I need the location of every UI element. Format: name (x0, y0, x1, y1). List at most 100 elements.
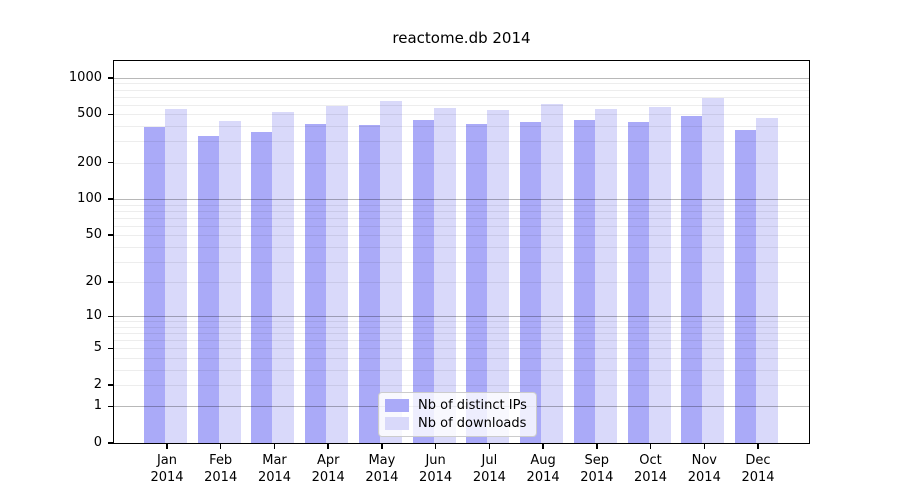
y-tick-label-5: 5 (93, 340, 102, 356)
bar-downloads-sep (594, 108, 617, 443)
bar-distinct-ips-mar (251, 131, 273, 443)
y-tick-label-10: 10 (85, 308, 102, 324)
bar-downloads-feb (218, 121, 241, 443)
y-tick-label-500: 500 (77, 106, 102, 122)
y-tick-label-1: 1 (93, 398, 102, 414)
gridline-minor-300 (114, 141, 809, 143)
bar-distinct-ips-sep (573, 120, 595, 443)
y-tick-2 (108, 384, 114, 386)
bar-distinct-ips-nov (681, 115, 703, 443)
bar-distinct-ips-feb (197, 136, 219, 443)
gridline-minor-500 (114, 114, 809, 116)
legend-swatch-distinct-ips (385, 399, 409, 412)
y-tick-label-0: 0 (93, 435, 102, 450)
bar-downloads-oct (648, 106, 671, 443)
x-tick-label-nov: Nov 2014 (687, 453, 721, 485)
gridline-minor-90 (114, 204, 809, 206)
legend-item-downloads: Nb of downloads (385, 416, 527, 431)
legend-swatch-downloads (385, 417, 409, 430)
gridline-minor-2 (114, 384, 809, 386)
gridline-minor-40 (114, 246, 809, 248)
x-axis: Jan 2014 Feb 2014 Mar 2014 Apr 2014 May 2014… (114, 443, 809, 500)
plot-area: Nb of distinct IPs Nb of downloads (113, 60, 810, 444)
x-tick-label-oct: Oct 2014 (633, 453, 668, 485)
gridline-minor-50 (114, 235, 809, 237)
gridline-minor-200 (114, 162, 809, 164)
x-tick-may (381, 443, 383, 449)
gridline-minor-600 (114, 104, 809, 106)
y-tick-10 (108, 315, 114, 318)
x-tick-jan (166, 443, 168, 449)
x-tick-label-feb: Feb 2014 (204, 453, 238, 485)
y-tick-label-1000: 1000 (68, 69, 102, 85)
y-tick-1000 (108, 77, 114, 79)
bar-downloads-jun (433, 108, 456, 443)
gridline-major-100 (114, 199, 809, 201)
y-axis: 0 1 2 5 10 20 50 100 200 500 1000 (0, 61, 114, 450)
x-tick-label-jan: Jan 2014 (150, 453, 184, 485)
y-tick-label-100: 100 (77, 191, 102, 207)
gridline-minor-4 (114, 357, 809, 359)
bar-distinct-ips-dec (735, 129, 756, 443)
bar-downloads-jan (165, 108, 187, 443)
gridline-minor-700 (114, 96, 809, 98)
gridline-minor-80 (114, 210, 809, 212)
bar-distinct-ips-may (358, 124, 380, 443)
y-tick-200 (108, 161, 114, 164)
legend: Nb of distinct IPs Nb of downloads (378, 392, 537, 437)
legend-item-distinct-ips: Nb of distinct IPs (385, 398, 527, 413)
gridline-minor-20 (114, 282, 809, 284)
x-tick-sep (596, 443, 598, 449)
x-tick-feb (219, 443, 222, 449)
gridline-major-1000 (114, 77, 809, 79)
legend-label-downloads: Nb of downloads (418, 416, 527, 431)
gridline-minor-8 (114, 326, 809, 328)
bar-distinct-ips-jul (466, 123, 488, 443)
x-tick-aug (542, 443, 544, 449)
bar-downloads-apr (326, 105, 349, 443)
legend-label-distinct-ips: Nb of distinct IPs (418, 398, 527, 413)
chart-title: reactome.db 2014 (392, 29, 531, 47)
bar-downloads-jul (487, 110, 510, 443)
x-tick-jul (488, 443, 491, 449)
y-tick-500 (108, 113, 114, 116)
gridline-minor-3 (114, 369, 809, 371)
gridline-minor-70 (114, 217, 809, 219)
x-tick-mar (273, 443, 276, 449)
x-tick-label-may: May 2014 (365, 453, 399, 485)
y-tick-0 (108, 442, 114, 444)
gridline-minor-9 (114, 321, 809, 323)
bar-distinct-ips-jan (144, 126, 165, 443)
y-tick-1 (108, 405, 114, 408)
x-tick-label-jul: Jul 2014 (472, 453, 506, 485)
y-tick-label-20: 20 (85, 274, 102, 290)
x-tick-label-aug: Aug 2014 (526, 453, 560, 485)
x-tick-label-sep: Sep 2014 (580, 453, 614, 485)
x-tick-oct (649, 443, 652, 449)
y-tick-100 (108, 198, 114, 200)
y-tick-5 (108, 347, 114, 350)
bar-downloads-nov (702, 97, 725, 443)
bar-downloads-dec (756, 117, 778, 443)
x-tick-apr (327, 443, 329, 449)
gridline-minor-5 (114, 348, 809, 350)
x-tick-label-mar: Mar 2014 (257, 453, 292, 485)
gridline-minor-7 (114, 333, 809, 335)
gridline-minor-400 (114, 126, 809, 128)
y-tick-label-2: 2 (93, 376, 102, 392)
y-tick-50 (108, 234, 114, 236)
bar-distinct-ips-jun (412, 120, 434, 443)
x-tick-label-jun: Jun 2014 (419, 453, 453, 485)
gridline-minor-6 (114, 340, 809, 342)
bar-downloads-may (379, 100, 402, 443)
bar-downloads-aug (541, 103, 564, 443)
bar-downloads-mar (272, 111, 295, 443)
gridline-minor-60 (114, 225, 809, 227)
x-tick-label-dec: Dec 2014 (741, 453, 775, 485)
gridline-major-10 (114, 316, 809, 318)
gridline-minor-800 (114, 89, 809, 91)
bar-distinct-ips-apr (305, 123, 327, 443)
x-tick-label-apr: Apr 2014 (311, 453, 345, 485)
gridline-minor-30 (114, 261, 809, 263)
